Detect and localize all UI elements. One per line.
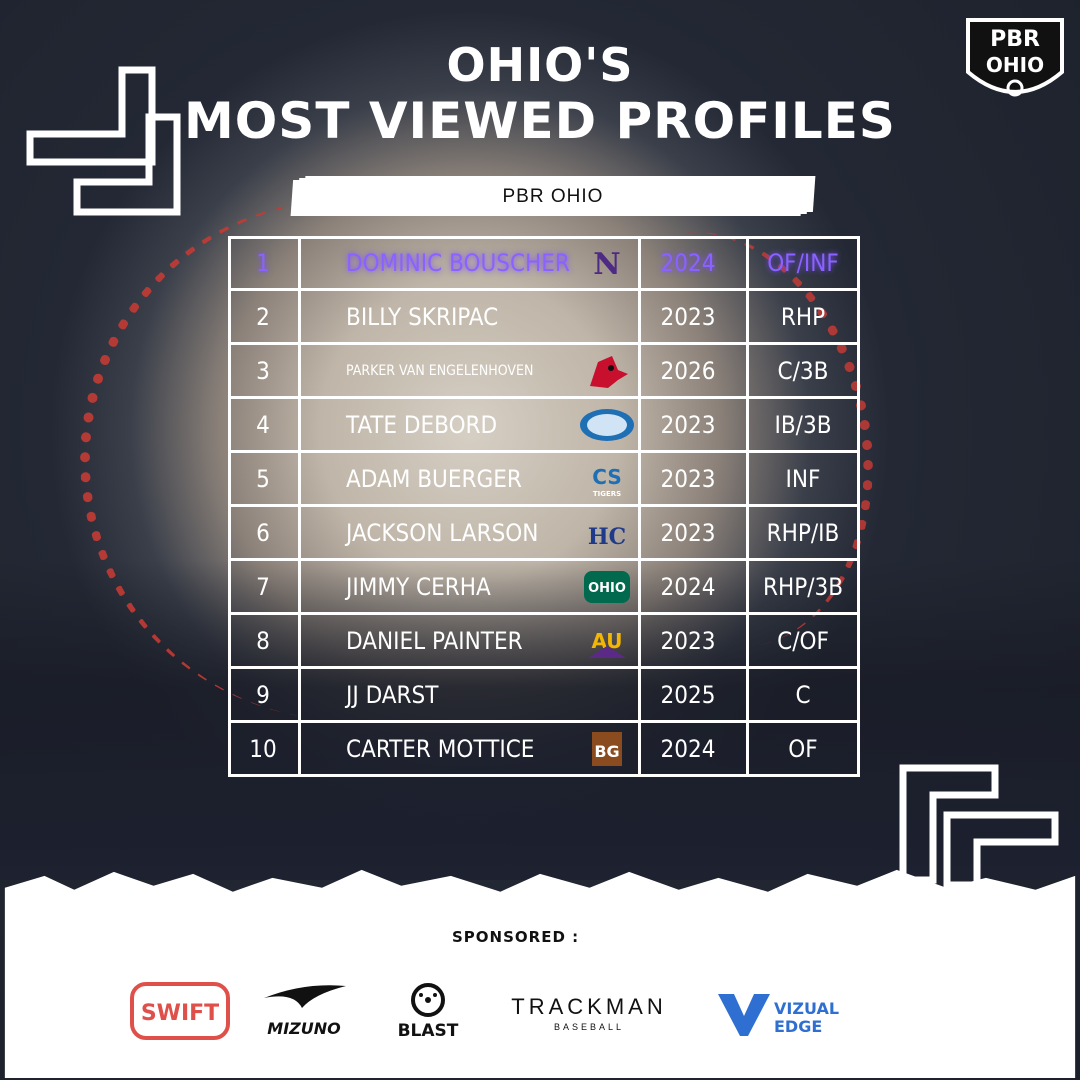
class-year-cell: 2024 [660,735,716,763]
svg-text:N: N [593,247,620,282]
trackman-logo: TRACKMAN BASEBALL [494,980,684,1042]
class-year-cell: 2026 [660,357,716,385]
svg-text:CS: CS [592,465,621,489]
table-row: 4 TATE DEBORD 2023 IB/3B [228,398,860,452]
grid-line-top [228,236,860,239]
class-year-cell: 2023 [660,411,716,439]
grid-line-row [228,396,860,399]
player-name-cell: DOMINIC BOUSCHER [346,249,570,277]
torn-paper-footer [4,869,1076,1078]
position-cell: RHP/IB [766,519,840,547]
logo-text-ohio: OHIO [986,53,1044,77]
school-logo-text: TIGERS [593,490,621,498]
grid-line-row [228,288,860,291]
svg-text:BG: BG [594,742,619,761]
table-row: 6 JACKSON LARSON 2023 RHP/IB HC [228,506,860,560]
table-row: 7 JIMMY CERHA 2024 RHP/3B OHIO [228,560,860,614]
position-cell: C [795,681,811,709]
rank-cell: 9 [256,681,270,709]
school-logo-icon [578,352,636,390]
vizual-logo-text: VIZUAL [774,999,839,1018]
pbr-ohio-banner: PBR OHIO [296,178,810,214]
player-name-cell: ADAM BUERGER [346,465,522,493]
grid-line-row [228,450,860,453]
school-logo-icon: HC [578,514,636,552]
blast-logo-text: BLAST [398,1021,459,1041]
player-name-cell: JJ DARST [346,681,439,709]
position-cell: INF [785,465,821,493]
rank-cell: 10 [249,735,277,763]
school-logo-icon: OHIO [578,568,636,606]
player-name-cell: DANIEL PAINTER [346,627,523,655]
title-line-2: MOST VIEWED PROFILES [184,92,896,150]
class-year-cell: 2024 [660,249,716,277]
grid-line-row [228,666,860,669]
profiles-table: 1 DOMINIC BOUSCHER 2024 OF/INF N 2 BILLY SKRIP… [228,236,860,777]
player-name-cell: JACKSON LARSON [346,519,539,547]
trackman-logo-subtext: BASEBALL [554,1022,624,1032]
player-name-cell: PARKER VAN ENGELENHOVEN [346,363,534,379]
banner-text: PBR OHIO [502,186,604,207]
class-year-cell: 2023 [660,465,716,493]
player-name-cell: CARTER MOTTICE [346,735,535,763]
swift-logo-text: SWIFT [141,1001,219,1026]
logo-text-pbr: PBR [990,27,1040,52]
rank-cell: 8 [256,627,270,655]
school-logo-icon [578,406,636,444]
sponsored-label: SPONSORED : [452,928,580,946]
school-logo-icon: CS TIGERS [578,460,636,498]
swift-logo: SWIFT [128,980,232,1042]
position-cell: OF [788,735,818,763]
position-cell: RHP [780,303,826,331]
bracket-decoration-top-left [26,66,181,216]
position-cell: C/3B [777,357,829,385]
vizual-logo-subtext: EDGE [774,1017,822,1036]
rank-cell: 6 [256,519,270,547]
table-row: 1 DOMINIC BOUSCHER 2024 OF/INF N [228,236,860,290]
rank-cell: 4 [256,411,270,439]
grid-line-row [228,612,860,615]
rank-cell: 5 [256,465,270,493]
table-row: 5 ADAM BUERGER 2023 INF CS TIGERS [228,452,860,506]
class-year-cell: 2023 [660,303,716,331]
table-row: 9 JJ DARST 2025 C [228,668,860,722]
blast-logo: BLAST [388,980,468,1042]
class-year-cell: 2023 [660,627,716,655]
table-row: 3 PARKER VAN ENGELENHOVEN 2026 C/3B [228,344,860,398]
table-row: 2 BILLY SKRIPAC 2023 RHP [228,290,860,344]
rank-cell: 1 [256,249,270,277]
vizual-edge-logo: VIZUAL EDGE [712,980,862,1042]
player-name-cell: TATE DEBORD [346,411,498,439]
grid-line-row [228,720,860,723]
school-logo-icon: BG [578,730,636,768]
grid-line-row [228,504,860,507]
grid-line-row [228,774,860,777]
mizuno-logo-text: MIZUNO [267,1019,341,1038]
table-row: 10 CARTER MOTTICE 2024 OF BG [228,722,860,776]
rank-cell: 2 [256,303,270,331]
class-year-cell: 2023 [660,519,716,547]
class-year-cell: 2024 [660,573,716,601]
rank-cell: 7 [256,573,270,601]
position-cell: IB/3B [774,411,832,439]
grid-line-row [228,558,860,561]
class-year-cell: 2025 [660,681,716,709]
position-cell: C/OF [777,627,829,655]
player-name-cell: BILLY SKRIPAC [346,303,499,331]
svg-text:OHIO: OHIO [588,581,626,596]
position-cell: OF/INF [767,249,839,277]
rank-cell: 3 [256,357,270,385]
table-row: 8 DANIEL PAINTER 2023 C/OF AU [228,614,860,668]
player-name-cell: JIMMY CERHA [346,573,491,601]
grid-line-row [228,342,860,345]
trackman-logo-text: TRACKMAN [511,994,666,1019]
title-line-1: OHIO'S [446,38,634,92]
mizuno-logo: MIZUNO [254,980,354,1042]
position-cell: RHP/3B [762,573,844,601]
pbr-ohio-logo: PBR OHIO [960,12,1070,112]
school-logo-icon: N [578,244,636,282]
school-logo-icon: AU [578,622,636,660]
svg-text:HC: HC [588,524,626,550]
